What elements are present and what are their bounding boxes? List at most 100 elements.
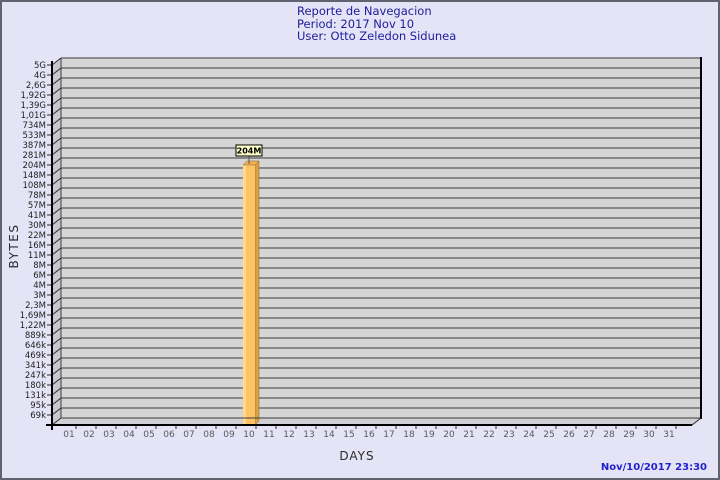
x-tick-label: 06 [163,430,175,440]
bar-annotations-group: 204M [235,144,263,164]
x-tick-label: 17 [383,430,394,440]
y-tick-label: 889k [25,331,46,341]
wall-diagonal [51,157,62,166]
y-tick-label: 1,69M [20,311,46,321]
bar-side-face [254,160,260,426]
wall-diagonal [51,97,62,106]
x-tick-label: 11 [263,430,274,440]
x-tick-label: 30 [643,430,655,440]
x-tick-label: 21 [463,430,474,440]
wall-diagonal [51,257,62,266]
y-tick-label: 387M [22,141,46,151]
x-tick-label: 09 [223,430,235,440]
y-tick-label: 131k [25,391,46,401]
x-tick-label: 25 [543,430,554,440]
y-tick-label: 734M [22,121,46,131]
wall-diagonal [51,397,62,406]
y-tick-label: 1,92G [20,91,46,101]
y-tick-label: 247k [25,371,46,381]
y-tick-label: 646k [25,341,46,351]
x-tick-label: 12 [283,430,294,440]
x-tick-label: 20 [443,430,455,440]
x-tick-label: 19 [423,430,435,440]
corner-diagonal [51,417,62,426]
y-tick-label: 41M [28,211,46,221]
y-tick-label: 180k [25,381,46,391]
x-tick-label: 29 [623,430,635,440]
wall-diagonal [51,247,62,256]
wall-diagonal [51,147,62,156]
y-tick-label: 11M [28,251,46,261]
wall-diagonal [51,277,62,286]
wall-diagonal [51,227,62,236]
wall-diagonal [51,137,62,146]
x-tick-label: 31 [663,430,674,440]
x-tick-labels-group: 01 02 03 04 05 06 07 08 09 10 11 12 13 14 15 16 17 18 19 20… [63,430,674,440]
wall-diagonal [51,117,62,126]
wall-diagonal [51,187,62,196]
wall-diagonal [51,377,62,386]
y-tick-label: 1,39G [20,101,46,111]
wall-diagonal [51,127,62,136]
y-tick-label: 30M [28,221,46,231]
x-tick-label: 10 [243,430,255,440]
y-tick-label: 4M [33,281,46,291]
y-ticks-group [47,64,52,416]
wall-diagonal [51,57,62,66]
x-tick-label: 05 [143,430,154,440]
wall-diagonals-group [51,57,62,416]
y-axis-title: BYTES [7,223,21,269]
y-tick-label: 16M [28,241,46,251]
x-tick-label: 23 [503,430,514,440]
x-tick-label: 07 [183,430,194,440]
wall-diagonal [51,217,62,226]
y-tick-label: 6M [33,271,46,281]
y-tick-label: 57M [28,201,46,211]
x-tick-label: 13 [303,430,314,440]
x-axis-title: DAYS [339,449,375,463]
y-tick-label: 78M [28,191,46,201]
y-tick-label: 4G [34,71,46,81]
wall-diagonal [51,207,62,216]
x-tick-label: 28 [603,430,615,440]
x-tick-label: 24 [523,430,535,440]
bar-top-face [242,160,260,166]
x-tick-label: 03 [103,430,114,440]
report-user: User: Otto Zeledon Sidunea [297,29,457,43]
x-tick-label: 26 [563,430,575,440]
wall-diagonal [51,167,62,176]
wall-diagonal [51,357,62,366]
y-tick-label: 1,22M [20,321,46,331]
report-title: Reporte de Navegacion [297,4,432,18]
wall-diagonal [51,67,62,76]
floor-right-diagonal [691,417,702,426]
x-tick-label: 15 [343,430,354,440]
y-tick-label: 3M [33,291,46,301]
bar-value-label: 204M [237,147,262,156]
wall-diagonal [51,267,62,276]
wall-diagonal [51,287,62,296]
report-title-block: Reporte de Navegacion Period: 2017 Nov 1… [297,5,456,43]
x-tick-label: 18 [403,430,415,440]
wall-diagonal [51,347,62,356]
wall-diagonal [51,237,62,246]
report-period: Period: 2017 Nov 10 [297,16,415,31]
wall-diagonal [51,317,62,326]
y-tick-label: 204M [22,161,46,171]
y-tick-label: 1,01G [20,111,46,121]
y-tick-label: 2,6G [26,81,46,91]
x-tick-label: 14 [323,430,335,440]
y-tick-label: 148M [22,171,46,181]
y-tick-labels-group: 5G4G2,6G1,92G1,39G1,01G734M533M387M281M2… [20,61,46,421]
wall-diagonal [51,297,62,306]
y-tick-label: 8M [33,261,46,271]
y-tick-label: 533M [22,131,46,141]
y-tick-label: 5G [34,61,46,71]
x-tick-label: 01 [63,430,74,440]
x-tick-label: 16 [363,430,375,440]
generated-timestamp: Nov/10/2017 23:30 [600,462,707,473]
y-tick-label: 95k [30,401,46,411]
wall-diagonal [51,307,62,316]
